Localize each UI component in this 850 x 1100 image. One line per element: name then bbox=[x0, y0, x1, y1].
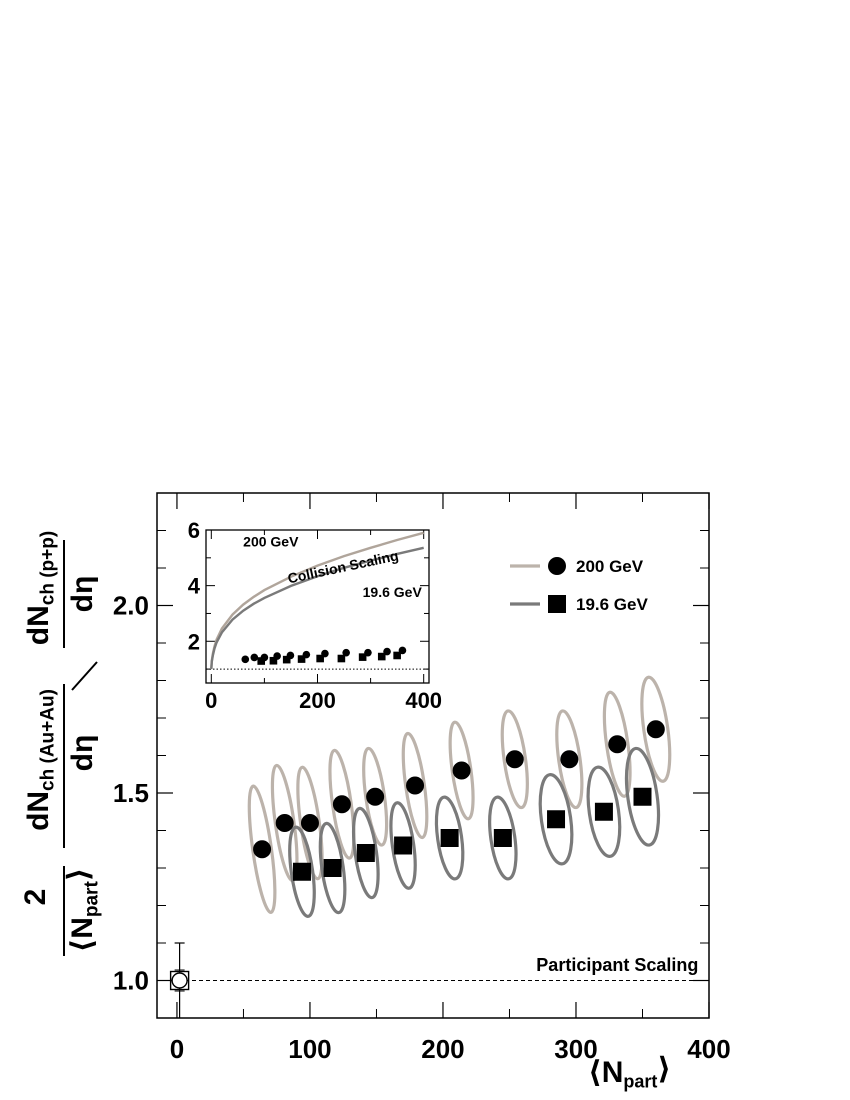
y-tick-label: 1.5 bbox=[113, 778, 149, 808]
ellipse-200gev bbox=[401, 731, 429, 840]
inset-point-19gev bbox=[297, 655, 306, 663]
y-title-factor-den: ⟨Npart⟩ bbox=[63, 867, 103, 952]
inset-annotation: 200 GeV bbox=[243, 534, 299, 550]
data-point-200gev bbox=[646, 720, 665, 739]
ellipse-200gev bbox=[247, 784, 277, 914]
data-point-200gev bbox=[300, 814, 319, 832]
data-point-19gev bbox=[594, 802, 613, 821]
inset-y-tick-label: 6 bbox=[188, 518, 200, 543]
legend-label: 19.6 GeV bbox=[576, 595, 648, 614]
y-tick-label: 2.0 bbox=[113, 591, 149, 621]
data-point-200gev bbox=[332, 795, 351, 814]
data-point-200gev bbox=[452, 761, 471, 780]
data-point-19gev bbox=[440, 829, 459, 847]
collision-curve-19gev bbox=[210, 546, 424, 670]
data-point-19gev bbox=[356, 844, 375, 862]
ellipse-19gev bbox=[488, 795, 518, 881]
ellipse-200gev bbox=[362, 746, 389, 847]
ellipse-19gev bbox=[586, 765, 622, 858]
y-tick-label: 1.0 bbox=[113, 966, 149, 996]
data-point-200gev bbox=[560, 750, 579, 769]
y-title-denom-top: dNch (p+p) bbox=[22, 531, 59, 645]
x-tick-label: 0 bbox=[170, 1034, 184, 1064]
inset-point-200gev bbox=[342, 648, 350, 657]
ellipse-200gev bbox=[296, 765, 324, 881]
ellipse-19gev bbox=[288, 825, 316, 918]
inset-point-200gev bbox=[250, 653, 259, 662]
data-point-19gev bbox=[493, 829, 512, 847]
ellipse-19gev bbox=[434, 795, 465, 881]
legend-marker-square bbox=[548, 595, 566, 613]
inset-point-19gev bbox=[377, 652, 386, 661]
pp-point-square bbox=[169, 970, 190, 991]
y-title-numer-bot: dη bbox=[66, 735, 99, 772]
inset-point-19gev bbox=[282, 655, 291, 664]
inset-y-tick-label: 2 bbox=[188, 629, 200, 654]
x-axis-title: ⟨Npart⟩ bbox=[588, 1052, 671, 1091]
inset-point-19gev bbox=[269, 656, 278, 665]
data-point-200gev bbox=[275, 814, 294, 832]
inset-point-200gev bbox=[241, 655, 250, 664]
data-point-200gev bbox=[253, 840, 272, 859]
ellipse-200gev bbox=[500, 709, 529, 810]
ellipse-19gev bbox=[389, 801, 417, 890]
inset-x-tick-label: 0 bbox=[205, 688, 217, 713]
main-plot: 0 100 200 300 400 1.0 1.5 2.0 Participant Scalin… bbox=[113, 492, 731, 1064]
y-title-slash bbox=[71, 661, 98, 691]
y-title-numer-top: dNch (Au+Au) bbox=[22, 689, 59, 831]
data-point-19gev bbox=[394, 836, 413, 855]
inset-point-19gev bbox=[358, 653, 367, 661]
x-tick-label: 100 bbox=[288, 1034, 331, 1064]
y-title-denom-bot: dη bbox=[66, 576, 99, 613]
inset-point-19gev bbox=[337, 654, 346, 663]
ellipse-200gev bbox=[602, 690, 632, 798]
x-tick-label: 400 bbox=[687, 1034, 730, 1064]
inset-y-tick-label: 4 bbox=[188, 574, 201, 599]
data-point-19gev bbox=[292, 862, 311, 881]
inset-x-tick-label: 400 bbox=[405, 688, 442, 713]
data-point-200gev bbox=[505, 750, 524, 769]
data-point-19gev bbox=[323, 859, 342, 877]
data-point-200gev bbox=[366, 787, 385, 806]
legend-label: 200 GeV bbox=[576, 557, 644, 576]
inset-annotation: 19.6 GeV bbox=[363, 584, 423, 600]
ellipse-200gev bbox=[640, 675, 672, 783]
y-title-factor-num: 2 bbox=[19, 889, 52, 906]
ellipse-19gev bbox=[351, 806, 380, 900]
inset-x-tick-label: 200 bbox=[299, 688, 336, 713]
ellipse-200gev bbox=[448, 720, 475, 821]
pp-point-circle bbox=[171, 972, 188, 989]
data-point-200gev bbox=[406, 776, 425, 795]
legend-marker-circle bbox=[548, 557, 566, 575]
ellipse-19gev bbox=[624, 746, 661, 847]
data-point-200gev bbox=[608, 735, 627, 754]
x-tick-label: 300 bbox=[554, 1034, 597, 1064]
x-tick-label: 200 bbox=[421, 1034, 464, 1064]
ellipse-200gev bbox=[328, 748, 356, 860]
participant-scaling-label: Participant Scaling bbox=[536, 955, 698, 975]
ellipse-19gev bbox=[318, 821, 347, 915]
inset-point-19gev bbox=[316, 654, 324, 663]
inset-point-19gev bbox=[257, 657, 266, 665]
data-point-19gev bbox=[547, 810, 566, 829]
inset-point-19gev bbox=[393, 651, 401, 660]
ellipse-19gev bbox=[538, 773, 574, 866]
ellipse-200gev bbox=[555, 709, 584, 810]
data-point-19gev bbox=[633, 787, 652, 806]
